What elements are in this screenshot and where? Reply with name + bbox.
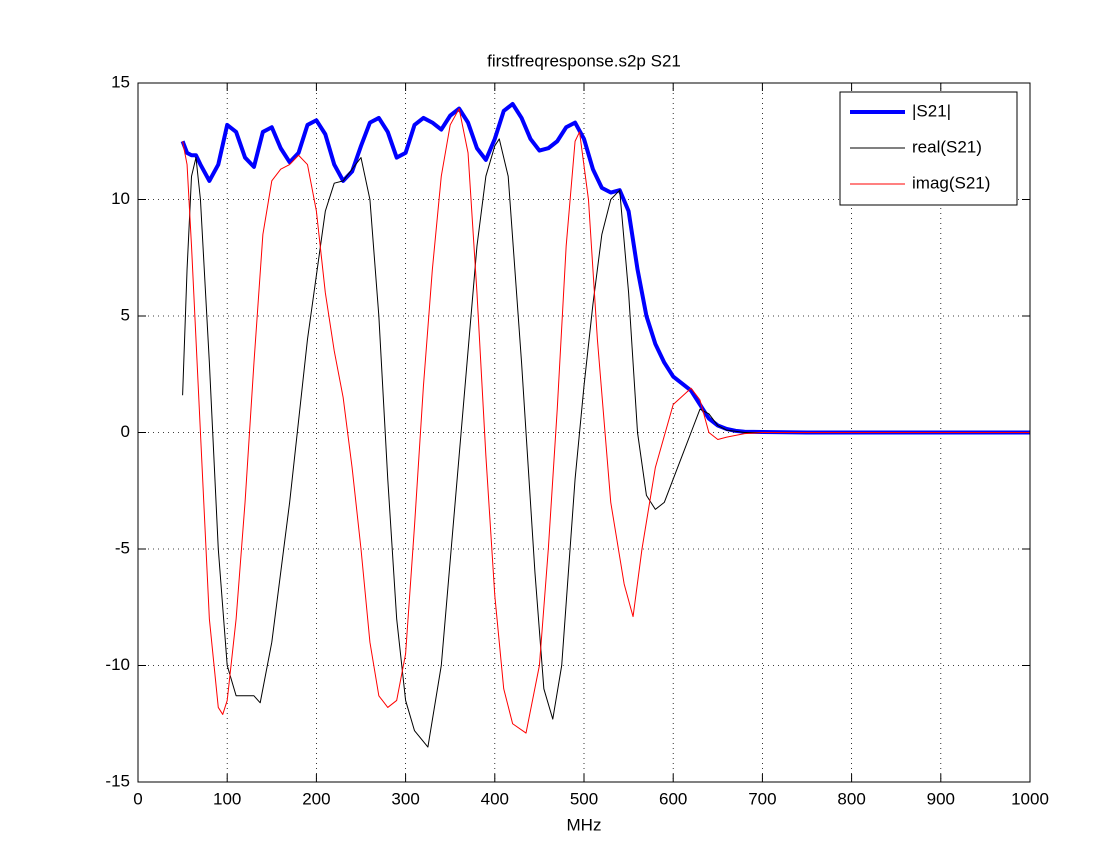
data-line [182,138,1030,748]
x-tick-label: 800 [837,789,865,808]
y-tick-label: 0 [121,422,130,441]
legend-label: imag(S21) [912,173,990,192]
y-tick-label: -10 [105,655,130,674]
x-tick-label: 200 [302,789,330,808]
chart-title: firstfreqresponse.s2p S21 [487,51,681,70]
x-tick-label: 1000 [1011,789,1049,808]
axes-box [137,82,1031,783]
data-line [182,108,1030,734]
y-tick-label: 10 [111,189,130,208]
legend-label: |S21| [912,101,951,120]
x-tick-label: 400 [481,789,509,808]
y-tick-label: 15 [111,72,130,91]
data-line [180,101,1030,435]
legend-label: real(S21) [912,137,982,156]
y-tick-label: -5 [115,538,130,557]
x-tick-label: 0 [133,789,142,808]
x-tick-label: 100 [213,789,241,808]
x-tick-label: 700 [748,789,776,808]
x-tick-label: 300 [391,789,419,808]
y-tick-label: 5 [121,305,130,324]
x-tick-label: 600 [659,789,687,808]
x-tick-label: 500 [570,789,598,808]
x-axis-label: MHz [567,815,602,834]
x-tick-label: 900 [927,789,955,808]
y-tick-label: -15 [105,771,130,790]
